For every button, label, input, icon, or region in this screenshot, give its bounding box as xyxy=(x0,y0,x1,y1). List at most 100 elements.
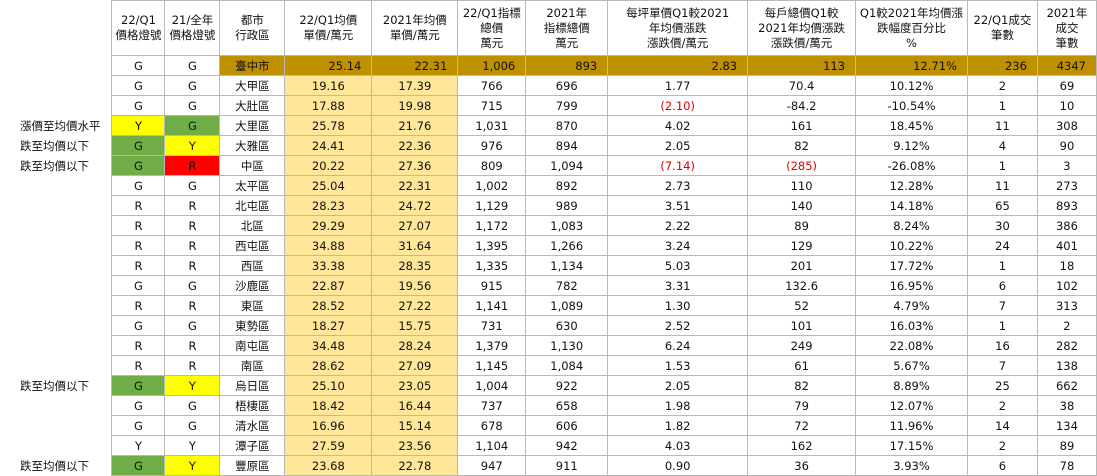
q1-total-price: 1,104 xyxy=(457,435,527,456)
q1-total-price: 915 xyxy=(457,275,527,296)
unit-price-diff: 3.31 xyxy=(607,275,749,296)
district-name: 北屯區 xyxy=(219,195,286,216)
total-price-diff: 101 xyxy=(747,315,857,336)
table-body: G G 臺中市 25.14 22.31 1,006 893 2.83 113 12.71% 236 4… xyxy=(0,55,1097,476)
unit-price-diff: 2.52 xyxy=(607,315,749,336)
pct-change: 4.79% xyxy=(855,295,968,316)
y21-unit-price: 15.14 xyxy=(371,415,459,436)
q1-signal: G xyxy=(111,135,166,156)
table-row: R R 東區 28.52 27.22 1,141 1,089 1.30 52 4.79% 7 313 xyxy=(0,295,1097,316)
q1-total-price: 976 xyxy=(457,135,527,156)
unit-price-diff: 2.22 xyxy=(607,215,749,236)
district-name: 清水區 xyxy=(219,415,286,436)
total-price-diff: 129 xyxy=(747,235,857,256)
y21-signal: G xyxy=(164,95,221,116)
row-note xyxy=(0,356,112,376)
q1-total-price: 678 xyxy=(457,415,527,436)
unit-price-diff: (2.10) xyxy=(607,95,749,116)
q1-unit-price: 34.88 xyxy=(284,235,373,256)
row-note xyxy=(0,336,112,356)
q1-signal-header: 22/Q1 價格燈號 xyxy=(111,0,166,56)
y21-signal-header: 21/全年 價格燈號 xyxy=(164,0,221,56)
row-note xyxy=(0,216,112,236)
y21-total-price: 870 xyxy=(525,115,609,136)
q1-deal-count: 16 xyxy=(966,335,1038,356)
y21-total-price: 894 xyxy=(525,135,609,156)
y21-unit-price: 22.31 xyxy=(371,175,459,196)
y21-signal: G xyxy=(164,75,221,96)
total-price-diff: 36 xyxy=(747,455,857,476)
unit-price-diff: 1.53 xyxy=(607,355,749,376)
y21-signal: R xyxy=(164,155,221,176)
y21-signal: Y xyxy=(164,455,221,476)
y21-total-price: 1,089 xyxy=(525,295,609,316)
q1-total-price: 1,002 xyxy=(457,175,527,196)
q1-total-price: 715 xyxy=(457,95,527,116)
table-row: G G 東勢區 18.27 15.75 731 630 2.52 101 16.03% 1 2 xyxy=(0,315,1097,336)
y21-signal: G xyxy=(164,415,221,436)
district-name: 沙鹿區 xyxy=(219,275,286,296)
table-row: 跌至均價以下 G Y 豐原區 23.68 22.78 947 911 0.90 36 3.93% 6 7… xyxy=(0,455,1097,476)
q1-signal: G xyxy=(111,375,166,396)
q1-signal: G xyxy=(111,315,166,336)
unit-diff-header: 每坪單價Q1較2021 年均價漲跌 漲跌價/萬元 xyxy=(607,0,749,56)
pct-change: -26.08% xyxy=(855,155,968,176)
district-name: 烏日區 xyxy=(219,375,286,396)
q1-unit-price: 16.96 xyxy=(284,415,373,436)
q1-count-header: 22/Q1成交 筆數 xyxy=(966,0,1038,56)
q1-total-price: 1,141 xyxy=(457,295,527,316)
district-name: 大甲區 xyxy=(219,75,286,96)
y21-total-price: 1,266 xyxy=(525,235,609,256)
table-row: R R 西屯區 34.88 31.64 1,395 1,266 3.24 129 10.22% 24… xyxy=(0,235,1097,256)
q1-total-price: 1,335 xyxy=(457,255,527,276)
q1-total-price: 809 xyxy=(457,155,527,176)
y21-deal-count: 78 xyxy=(1036,455,1097,476)
y21-unit-price: 27.22 xyxy=(371,295,459,316)
y21-total-price: 658 xyxy=(525,395,609,416)
q1-signal: G xyxy=(111,275,166,296)
q1-signal: R xyxy=(111,355,166,376)
q1-signal: G xyxy=(111,455,166,476)
unit-price-diff: 5.03 xyxy=(607,255,749,276)
y21-total-price: 782 xyxy=(525,275,609,296)
y21-signal: R xyxy=(164,215,221,236)
y21-total-price: 696 xyxy=(525,75,609,96)
table-row: R R 北屯區 28.23 24.72 1,129 989 3.51 140 14.18% 65 89… xyxy=(0,195,1097,216)
y21-signal: G xyxy=(164,395,221,416)
total-price-diff: (285) xyxy=(747,155,857,176)
q1-unit-price: 20.22 xyxy=(284,155,373,176)
q1-signal: G xyxy=(111,55,166,76)
pct-change: 22.08% xyxy=(855,335,968,356)
total-price-diff: 140 xyxy=(747,195,857,216)
q1-unit-price: 24.41 xyxy=(284,135,373,156)
y21-total-price: 1,084 xyxy=(525,355,609,376)
y21-total-price: 892 xyxy=(525,175,609,196)
pct-change: 8.89% xyxy=(855,375,968,396)
y21-unit-price: 27.36 xyxy=(371,155,459,176)
district-name: 北區 xyxy=(219,215,286,236)
y21-total-header: 2021年 指標總價 萬元 xyxy=(525,0,609,56)
row-note xyxy=(0,56,112,76)
q1-unit-price: 25.04 xyxy=(284,175,373,196)
total-price-diff: 161 xyxy=(747,115,857,136)
y21-unit-price: 27.07 xyxy=(371,215,459,236)
y21-count-header: 2021年成交 筆數 xyxy=(1036,0,1097,56)
unit-price-diff: 2.05 xyxy=(607,375,749,396)
q1-signal: R xyxy=(111,255,166,276)
q1-unit-price: 25.10 xyxy=(284,375,373,396)
q1-total-header: 22/Q1指標 總價 萬元 xyxy=(457,0,527,56)
district-name: 東區 xyxy=(219,295,286,316)
q1-signal: Y xyxy=(111,435,166,456)
total-price-diff: 52 xyxy=(747,295,857,316)
unit-price-diff: 1.82 xyxy=(607,415,749,436)
y21-signal: Y xyxy=(164,435,221,456)
y21-deal-count: 282 xyxy=(1036,335,1097,356)
table-row: R R 北區 29.29 27.07 1,172 1,083 2.22 89 8.24% 30 386 xyxy=(0,215,1097,236)
pct-change: 10.12% xyxy=(855,75,968,96)
y21-deal-count: 4347 xyxy=(1036,55,1097,76)
q1-unit-price: 25.78 xyxy=(284,115,373,136)
q1-unit-price: 33.38 xyxy=(284,255,373,276)
pct-change: 3.93% xyxy=(855,455,968,476)
row-note: 跌至均價以下 xyxy=(20,378,89,393)
total-price-diff: 79 xyxy=(747,395,857,416)
